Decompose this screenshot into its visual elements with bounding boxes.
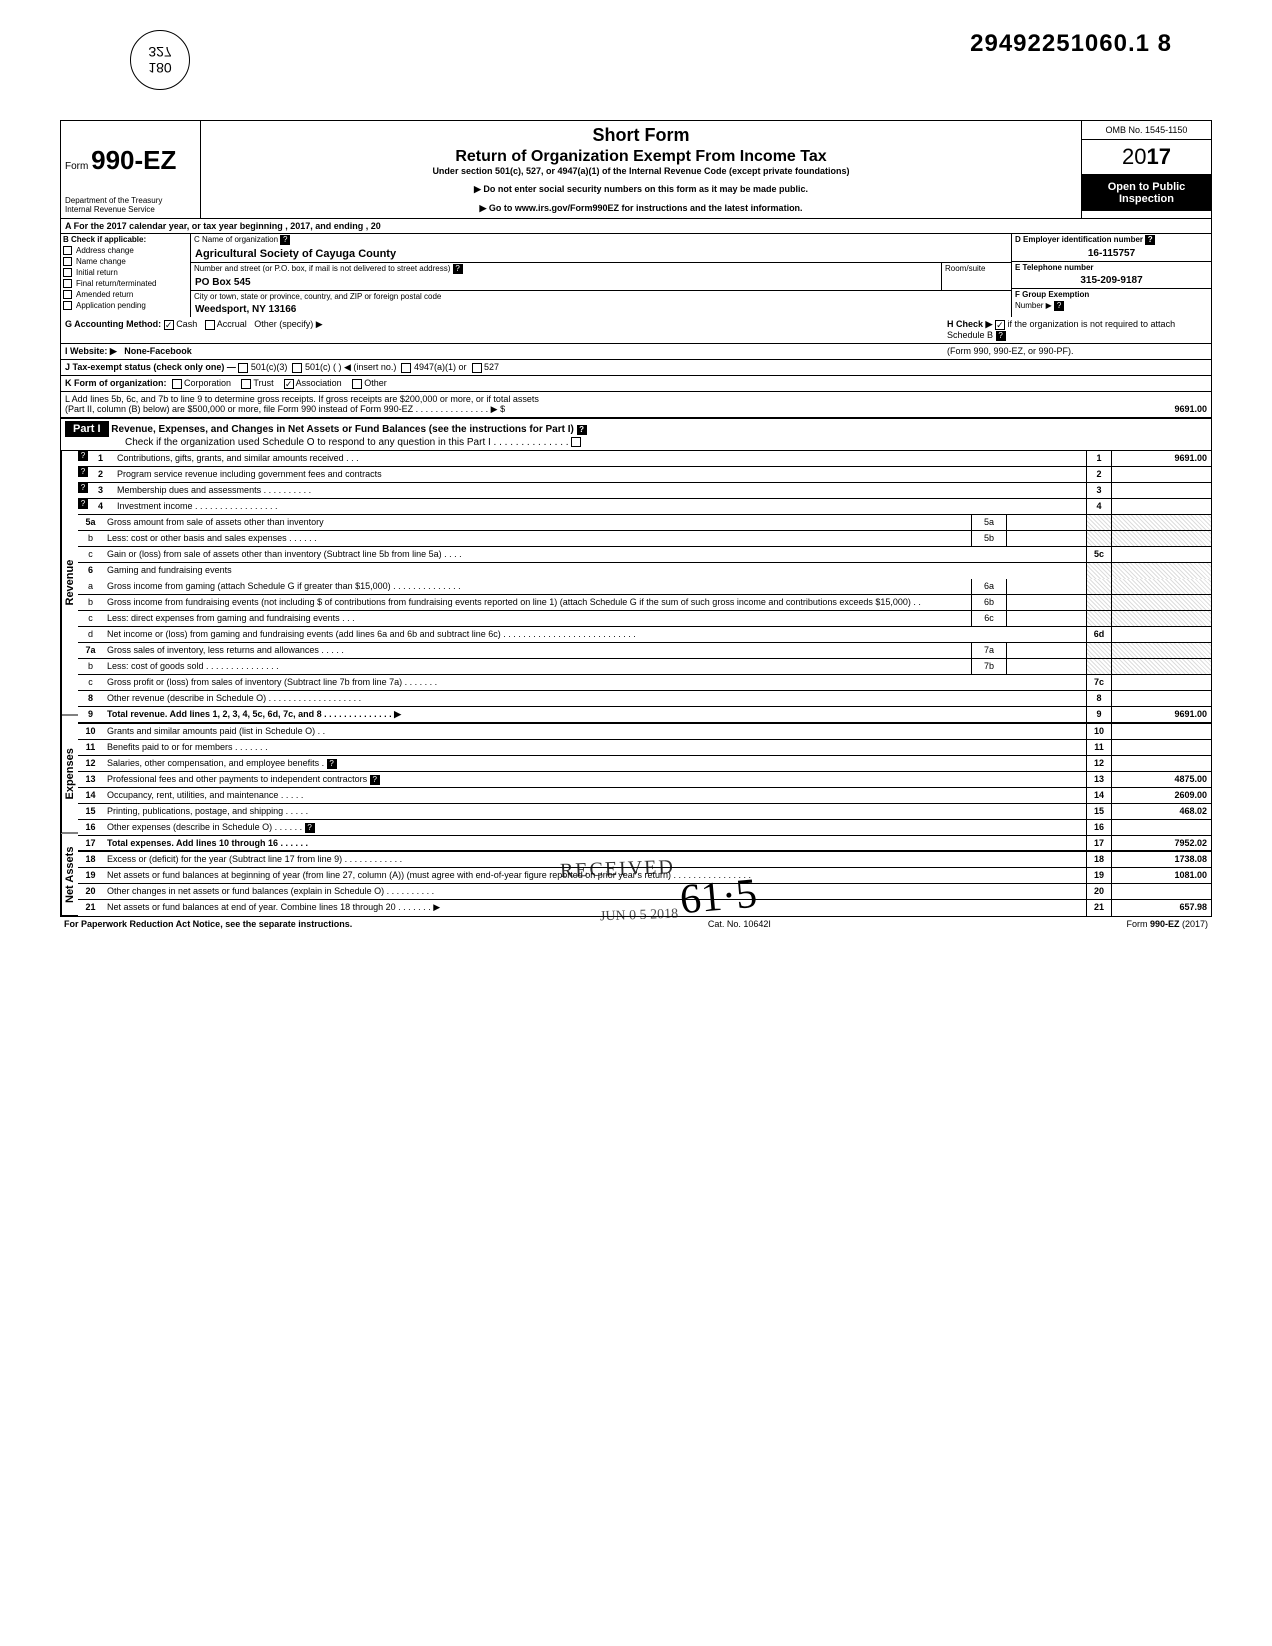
line-l: L Add lines 5b, 6c, and 7b to line 9 to … [61,392,1211,419]
chk-application-pending[interactable]: Application pending [61,300,190,311]
line-4-value [1111,499,1211,514]
chk-527[interactable] [472,363,482,373]
line-7c-value [1111,675,1211,690]
line-1-value: 9691.00 [1111,451,1211,466]
section-revenue: Revenue [61,451,78,716]
line-11-value [1111,740,1211,755]
form-number: Form 990-EZ [65,145,196,176]
line-14-value: 2609.00 [1111,788,1211,803]
line-a: A For the 2017 calendar year, or tax yea… [61,219,1211,234]
line-19-value: 1081.00 [1111,868,1211,883]
line-10-value [1111,724,1211,739]
open-public: Open to Public Inspection [1082,175,1211,211]
section-expenses: Expenses [61,715,78,834]
form-header: Form 990-EZ Department of the Treasury I… [61,121,1211,219]
dept-treasury: Department of the Treasury Internal Reve… [65,196,196,214]
section-b: B Check if applicable: Address change Na… [61,234,191,317]
line-17-value: 7952.02 [1111,836,1211,850]
website-info: ▶ Go to www.irs.gov/Form990EZ for instru… [205,203,1077,214]
tax-year: 2017 [1082,140,1211,175]
top-stamp: 327 180 [130,30,190,90]
chk-initial-return[interactable]: Initial return [61,267,190,278]
line-9-value: 9691.00 [1111,707,1211,722]
line-k: K Form of organization: Corporation Trus… [61,376,1211,392]
line-12-value [1111,756,1211,771]
section-net-assets: Net Assets [61,834,78,916]
handwritten-note: 61·5 [678,869,759,924]
form-990ez: Form 990-EZ Department of the Treasury I… [60,120,1212,917]
subtitle: Under section 501(c), 527, or 4947(a)(1)… [205,166,1077,176]
line-8-value [1111,691,1211,706]
chk-other[interactable] [352,379,362,389]
received-stamp: RECEIVED [560,856,676,883]
line-5c-value [1111,547,1211,562]
line-15-value: 468.02 [1111,804,1211,819]
line-20-value [1111,884,1211,899]
chk-schedule-o-part1[interactable] [571,437,581,447]
received-date-stamp: JUN 0 5 2018 [600,907,679,926]
line-2-value [1111,467,1211,482]
chk-amended-return[interactable]: Amended return [61,289,190,300]
line-j: J Tax-exempt status (check only one) — 5… [61,360,1211,376]
line-3-value [1111,483,1211,498]
line-6d-value [1111,627,1211,642]
line-21-value: 657.98 [1111,900,1211,916]
street-address: PO Box 545 [191,275,941,290]
line-i: I Website: ▶ None-Facebook (Form 990, 99… [61,344,1211,360]
chk-name-change[interactable]: Name change [61,256,190,267]
chk-association[interactable] [284,379,294,389]
chk-accrual[interactable] [205,320,215,330]
line-13-value: 4875.00 [1111,772,1211,787]
chk-address-change[interactable]: Address change [61,245,190,256]
chk-cash[interactable] [164,320,174,330]
part-1-header: Part I Revenue, Expenses, and Changes in… [61,419,1211,451]
org-name: Agricultural Society of Cayuga County [191,246,1011,262]
chk-4947[interactable] [401,363,411,373]
line-g-h: G Accounting Method: Cash Accrual Other … [61,317,1211,344]
chk-schedule-b[interactable] [995,320,1005,330]
chk-trust[interactable] [241,379,251,389]
telephone: 315-209-9187 [1012,273,1211,288]
ein: 16-115757 [1012,246,1211,261]
ssn-warning: ▶ Do not enter social security numbers o… [205,184,1077,195]
chk-501c3[interactable] [238,363,248,373]
title-return: Return of Organization Exempt From Incom… [205,148,1077,166]
chk-501c[interactable] [292,363,302,373]
gross-receipts: 9691.00 [1107,404,1207,415]
city-state-zip: Weedsport, NY 13166 [191,302,1011,317]
omb-number: OMB No. 1545-1150 [1082,121,1211,140]
chk-corporation[interactable] [172,379,182,389]
title-short-form: Short Form [205,125,1077,146]
chk-final-return[interactable]: Final return/terminated [61,278,190,289]
line-18-value: 1738.08 [1111,852,1211,867]
tracking-number: 29492251060.1 8 [970,30,1172,58]
line-16-value [1111,820,1211,835]
